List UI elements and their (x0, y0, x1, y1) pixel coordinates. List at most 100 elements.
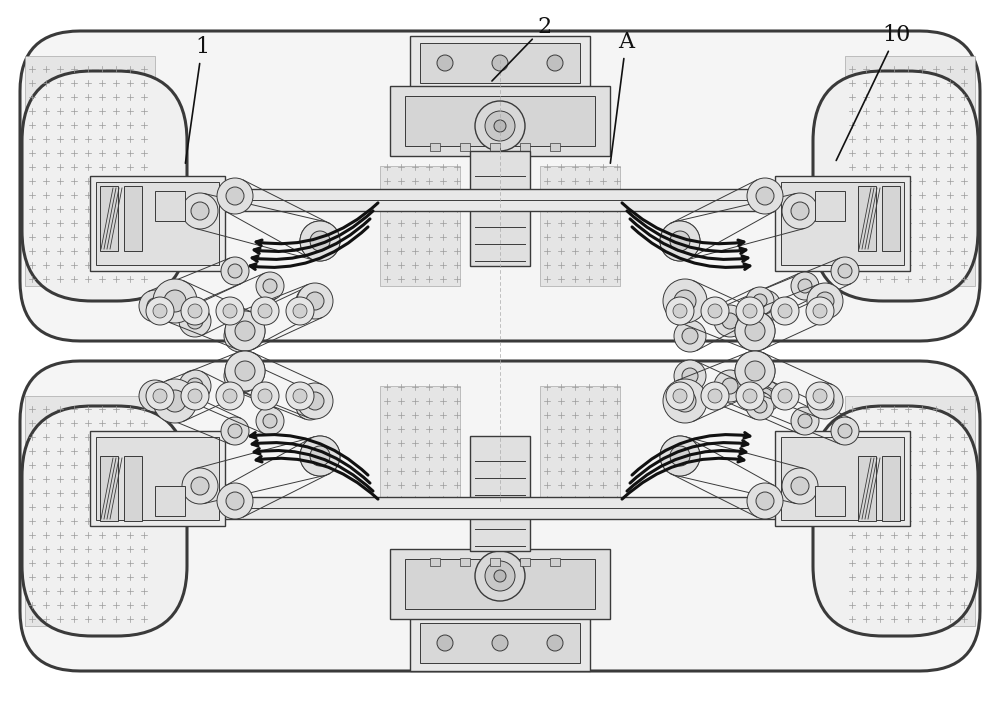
Circle shape (771, 382, 799, 410)
Circle shape (778, 389, 792, 403)
Bar (430, 143, 440, 151)
Bar (96, 182, 219, 265)
Circle shape (660, 221, 700, 261)
Circle shape (300, 436, 340, 476)
Bar (430, 558, 440, 566)
Circle shape (224, 360, 256, 392)
Circle shape (221, 417, 249, 445)
Circle shape (228, 424, 242, 438)
Circle shape (256, 407, 284, 435)
Circle shape (666, 382, 694, 410)
Circle shape (258, 389, 272, 403)
Circle shape (682, 328, 698, 344)
Circle shape (771, 297, 799, 325)
Circle shape (778, 304, 792, 318)
Circle shape (745, 361, 765, 381)
Circle shape (296, 392, 324, 420)
Circle shape (225, 311, 265, 351)
Circle shape (225, 311, 265, 351)
Circle shape (187, 313, 203, 329)
FancyBboxPatch shape (22, 406, 187, 636)
Circle shape (547, 55, 563, 71)
Circle shape (745, 361, 765, 381)
Circle shape (223, 389, 237, 403)
Text: 10: 10 (836, 24, 910, 161)
Bar (520, 143, 530, 151)
Bar (380, 386, 460, 506)
Circle shape (660, 436, 700, 476)
Circle shape (225, 351, 265, 391)
Bar (845, 56, 975, 286)
Circle shape (735, 311, 775, 351)
Text: 2: 2 (492, 16, 551, 81)
Circle shape (188, 389, 202, 403)
Circle shape (300, 221, 340, 261)
Bar (490, 143, 500, 151)
Circle shape (806, 382, 834, 410)
Circle shape (806, 297, 834, 325)
Bar (380, 166, 460, 286)
Circle shape (791, 407, 819, 435)
Circle shape (798, 279, 812, 293)
Circle shape (235, 361, 255, 381)
Circle shape (226, 492, 244, 510)
Circle shape (735, 351, 775, 391)
Circle shape (735, 351, 775, 391)
Circle shape (838, 424, 852, 438)
Circle shape (306, 392, 324, 410)
Bar (90, 431, 225, 526)
Circle shape (286, 382, 314, 410)
Circle shape (782, 468, 818, 504)
Circle shape (701, 297, 729, 325)
Circle shape (736, 297, 764, 325)
Circle shape (235, 361, 255, 381)
Bar (155, 189, 845, 211)
Bar (390, 86, 610, 156)
Circle shape (188, 304, 202, 318)
Circle shape (674, 390, 696, 412)
Circle shape (147, 388, 163, 404)
Bar (550, 143, 560, 151)
Circle shape (258, 304, 272, 318)
Circle shape (756, 187, 774, 205)
Circle shape (722, 313, 738, 329)
Circle shape (791, 477, 809, 495)
Circle shape (838, 264, 852, 278)
Bar (96, 437, 219, 520)
Circle shape (293, 389, 307, 403)
Bar (845, 396, 975, 626)
Circle shape (235, 321, 255, 341)
Circle shape (263, 414, 277, 428)
Bar (882, 186, 900, 251)
Circle shape (816, 392, 834, 410)
Circle shape (216, 297, 244, 325)
Circle shape (813, 304, 827, 318)
Circle shape (303, 294, 317, 308)
Circle shape (139, 290, 171, 322)
Circle shape (475, 551, 525, 601)
Circle shape (831, 257, 859, 285)
Bar (781, 437, 904, 520)
Circle shape (310, 231, 330, 251)
Bar (100, 456, 118, 521)
Circle shape (251, 382, 279, 410)
Circle shape (670, 231, 690, 251)
Circle shape (226, 187, 244, 205)
Circle shape (708, 389, 722, 403)
Circle shape (674, 360, 706, 392)
Bar (775, 431, 910, 526)
Circle shape (296, 287, 324, 315)
Bar (155, 497, 845, 519)
Circle shape (181, 297, 209, 325)
Bar (858, 456, 876, 521)
Bar (520, 558, 530, 566)
Bar (815, 486, 845, 516)
Circle shape (747, 483, 783, 519)
Bar (410, 616, 590, 671)
Circle shape (791, 202, 809, 220)
FancyBboxPatch shape (813, 406, 978, 636)
Circle shape (660, 221, 700, 261)
Bar (25, 56, 155, 286)
Circle shape (492, 55, 508, 71)
Bar (155, 486, 185, 516)
